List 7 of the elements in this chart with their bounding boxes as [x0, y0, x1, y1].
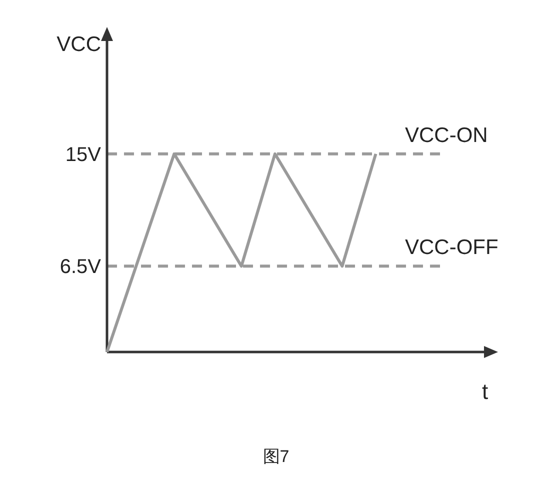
- caption: 图7: [262, 447, 290, 466]
- y-tick-label: 15V: [65, 144, 102, 166]
- ref-line-label: VCC-ON: [405, 124, 488, 147]
- y-tick-label: 6.5V: [60, 256, 102, 278]
- y-axis-title: VCC: [56, 33, 101, 56]
- x-axis-title: t: [482, 379, 488, 404]
- ref-line-label: VCC-OFF: [405, 236, 498, 260]
